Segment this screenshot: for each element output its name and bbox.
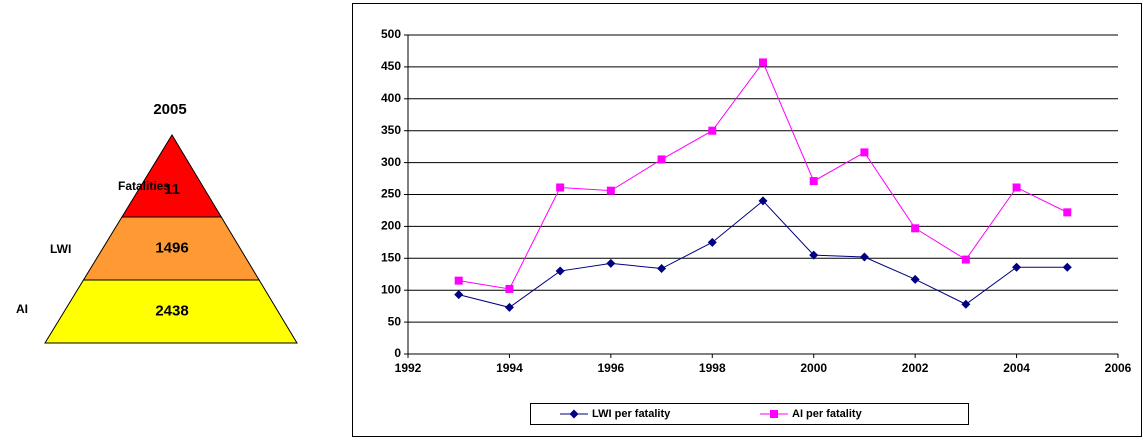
x-tick-label: 1998	[699, 361, 726, 375]
y-tick-label: 350	[381, 123, 401, 137]
y-tick-label: 250	[381, 187, 401, 201]
x-tick-label: 1994	[496, 361, 523, 375]
x-tick-label: 1996	[598, 361, 625, 375]
point	[708, 126, 717, 135]
x-tick-label: 1992	[395, 361, 422, 375]
point	[707, 237, 717, 247]
point	[1063, 208, 1072, 217]
point	[1062, 262, 1072, 272]
y-tick-label: 50	[388, 314, 402, 328]
pyramid-level	[121, 134, 223, 218]
point	[454, 290, 464, 300]
y-tick-label: 300	[381, 155, 401, 169]
level-value: 2438	[155, 302, 188, 319]
pyramid-level	[44, 279, 298, 344]
point	[910, 274, 920, 284]
x-tick-label: 2004	[1003, 361, 1030, 375]
legend-label: AI per fatality	[792, 408, 863, 420]
point	[657, 155, 666, 164]
y-tick-label: 400	[381, 91, 401, 105]
x-tick-label: 2006	[1105, 361, 1132, 375]
point	[1012, 183, 1021, 192]
level-value: 1496	[155, 239, 188, 256]
point	[657, 264, 667, 274]
point	[859, 252, 869, 262]
level-label: AI	[16, 302, 28, 316]
y-tick-label: 100	[381, 282, 401, 296]
x-tick-label: 2002	[902, 361, 929, 375]
point	[961, 299, 971, 309]
point	[555, 266, 565, 276]
legend-box	[530, 403, 969, 425]
legend-marker	[569, 409, 579, 419]
point	[758, 196, 768, 206]
point	[454, 276, 463, 285]
point	[961, 255, 970, 264]
point	[606, 186, 615, 195]
y-tick-label: 0	[394, 346, 401, 360]
point	[911, 224, 920, 233]
y-tick-label: 200	[381, 219, 401, 233]
point	[809, 250, 819, 260]
point	[759, 58, 767, 67]
point	[504, 302, 514, 312]
point	[1012, 262, 1022, 272]
pyramid-title: 2005	[153, 101, 186, 118]
legend-marker	[770, 410, 778, 418]
y-tick-label: 450	[381, 59, 401, 73]
y-tick-label: 500	[381, 27, 401, 41]
level-value: 11	[164, 181, 180, 198]
chart-frame	[352, 3, 1142, 437]
point	[606, 258, 616, 268]
x-tick-label: 2000	[800, 361, 827, 375]
level-label: Fatalities	[118, 179, 170, 193]
point	[505, 284, 514, 293]
y-tick-label: 150	[381, 250, 401, 264]
level-label: LWI	[50, 242, 71, 256]
point	[809, 177, 818, 186]
legend-label: LWI per fatality	[592, 408, 671, 420]
point	[860, 148, 869, 157]
point	[556, 183, 565, 192]
